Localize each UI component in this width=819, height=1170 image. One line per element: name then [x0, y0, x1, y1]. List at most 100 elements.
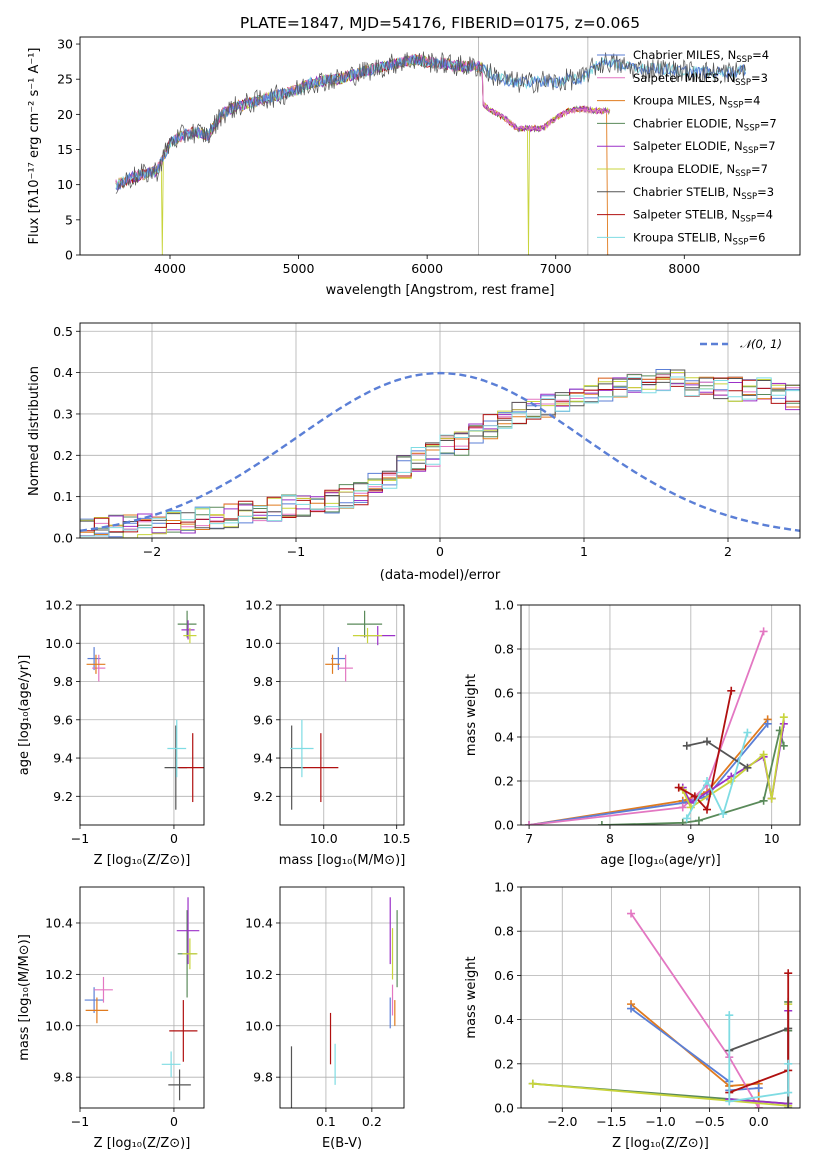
axes-frame — [520, 886, 801, 1109]
age-vs-metallicity-panel: −1 0 9.2 9.4 9.6 9.8 10.0 10.2 Z [log₁₀(Z/Z⊙)] ag… — [17, 598, 205, 868]
y-tick-label: 0.2 — [494, 774, 514, 789]
legend-subscript: SSP — [735, 169, 751, 179]
legend-label-normal: 𝒩(0, 1) — [740, 337, 782, 351]
normal-distribution-curve — [80, 371, 800, 532]
errorbar-point-chabrier_elodie — [347, 610, 383, 638]
x-axis-label: Z [log₁₀(Z/Z⊙)] — [94, 1136, 191, 1151]
weight-marker-kroupa_elodie — [767, 794, 776, 803]
y-axis-label: Normed distribution — [27, 366, 42, 496]
y-tick-label: 9.8 — [253, 1070, 273, 1085]
legend-subscript: SSP — [735, 78, 751, 88]
weight-marker-chabrier_stelib — [703, 737, 711, 746]
y-tick-label: 10.0 — [245, 1018, 273, 1033]
legend-tail: =3 — [757, 185, 774, 199]
x-axis-label: mass [log₁₀(M/M⊙)] — [279, 853, 406, 868]
x-tick-label: 0 — [170, 1114, 178, 1129]
legend-tail: =7 — [759, 139, 776, 153]
y-axis-label: mass weight — [464, 956, 479, 1038]
weight-marker-salpeter_miles — [525, 821, 534, 825]
y-tick-label: 1.0 — [494, 880, 514, 895]
legend-subscript: SSP — [744, 123, 760, 133]
y-tick-label: 9.4 — [253, 751, 273, 766]
y-tick-label: 10.2 — [245, 967, 273, 982]
legend-tail: =7 — [751, 162, 768, 176]
legend-label-salpeter_elodie: Salpeter ELODIE, NSSP=7 — [633, 139, 776, 156]
errorbar-point-salpeter_stelib — [169, 1000, 198, 1062]
weight-marker-salpeter_stelib — [703, 805, 711, 814]
weight-marker-kroupa_stelib — [703, 777, 711, 785]
errorbar-point-kroupa_stelib — [161, 1051, 181, 1078]
errorbar-point-kroupa_stelib — [290, 719, 314, 778]
weight-marker-salpeter_stelib — [690, 792, 699, 801]
weight-line-kroupa_stelib — [686, 732, 749, 819]
residuals-panel: −2 −1 0 1 2 0.0 0.1 0.2 0.3 0.4 0.5 𝒩(0, 1) (data-mo… — [27, 322, 801, 583]
x-tick-label: 0.0 — [749, 1114, 769, 1129]
legend-subscript: SSP — [728, 101, 744, 111]
legend-label-chabrier_stelib: Chabrier STELIB, NSSP=3 — [633, 185, 774, 202]
x-axis-label: E(B-V) — [322, 1136, 362, 1151]
weight-marker-salpeter_stelib — [674, 783, 683, 792]
errorbar-point-chabrier_stelib — [280, 725, 305, 810]
x-tick-label: 10 — [764, 831, 780, 846]
legend-tail: =4 — [743, 94, 760, 108]
weight-marker-salpeter_miles — [627, 909, 636, 918]
x-tick-label: −2 — [143, 544, 161, 559]
y-tick-label: 15 — [57, 142, 73, 157]
errorbar-point-salpeter_miles — [94, 976, 113, 1003]
x-tick-label: 0.2 — [362, 1114, 382, 1129]
y-tick-label: 0.0 — [53, 531, 73, 546]
y-tick-label: 0.8 — [494, 642, 514, 657]
plot-area — [84, 897, 200, 1101]
weight-marker-kroupa_stelib — [682, 814, 691, 823]
weight-marker-kroupa_stelib — [725, 1011, 734, 1020]
errorbar-point-chabrier_stelib — [168, 1069, 191, 1101]
y-tick-label: 0 — [65, 248, 73, 263]
y-tick-label: 0.0 — [494, 818, 514, 833]
legend-label-salpeter_miles: Salpeter MILES, NSSP=3 — [633, 71, 768, 88]
weight-marker-kroupa_elodie — [779, 713, 788, 722]
errorbar-point-kroupa_elodie — [352, 627, 383, 644]
axes-frame — [79, 322, 801, 539]
y-tick-label: 9.6 — [53, 712, 73, 727]
errorbar-point-kroupa_elodie — [183, 627, 197, 644]
x-tick-label: 5000 — [283, 261, 315, 276]
y-tick-label: 0.8 — [494, 924, 514, 939]
x-tick-label: 0 — [170, 831, 178, 846]
x-tick-label: 1 — [580, 544, 588, 559]
y-tick-label: 10.0 — [45, 636, 73, 651]
x-tick-label: −1.5 — [596, 1114, 626, 1129]
y-tick-label: 10.2 — [245, 598, 273, 613]
weight-marker-kroupa_stelib — [719, 810, 728, 818]
errorbar-point-salpeter_stelib — [303, 733, 339, 803]
weight-marker-chabrier_miles — [754, 1084, 763, 1093]
x-tick-label: 7000 — [540, 261, 572, 276]
weight-marker-kroupa_stelib — [784, 1059, 793, 1068]
x-tick-label: 9 — [687, 831, 695, 846]
x-axis-label: age [log₁₀(age/yr)] — [600, 853, 721, 868]
x-tick-label: −2.0 — [547, 1114, 577, 1129]
weight-marker-kroupa_stelib — [784, 1088, 793, 1097]
y-tick-label: 25 — [57, 72, 73, 87]
legend-label-chabrier_elodie: Chabrier ELODIE, NSSP=7 — [633, 116, 777, 133]
errorbar-point-chabrier_elodie — [177, 610, 197, 638]
weight-marker-salpeter_miles — [759, 627, 768, 636]
weight-marker-chabrier_elodie — [694, 816, 703, 825]
weight-marker-chabrier_stelib — [743, 763, 752, 772]
x-axis-label: (data-model)/error — [380, 568, 501, 583]
weight-marker-salpeter_miles — [678, 803, 687, 812]
y-tick-label: 10.0 — [45, 1018, 73, 1033]
y-tick-label: 10.2 — [45, 598, 73, 613]
legend-tail: =3 — [751, 71, 768, 85]
legend-tail: =7 — [760, 116, 777, 130]
y-tick-label: 10.2 — [45, 967, 73, 982]
x-tick-label: −1 — [71, 1114, 89, 1129]
x-tick-label: −1.0 — [645, 1114, 675, 1129]
weight-marker-salpeter_stelib — [784, 969, 793, 978]
errorbar-point-kroupa_stelib — [167, 719, 187, 778]
legend-tail: =4 — [752, 48, 769, 62]
y-tick-label: 0.6 — [494, 686, 514, 701]
y-tick-label: 0.5 — [53, 324, 73, 339]
x-tick-label: −1 — [287, 544, 305, 559]
y-tick-label: 0.4 — [494, 730, 514, 745]
weight-marker-salpeter_stelib — [727, 686, 736, 695]
